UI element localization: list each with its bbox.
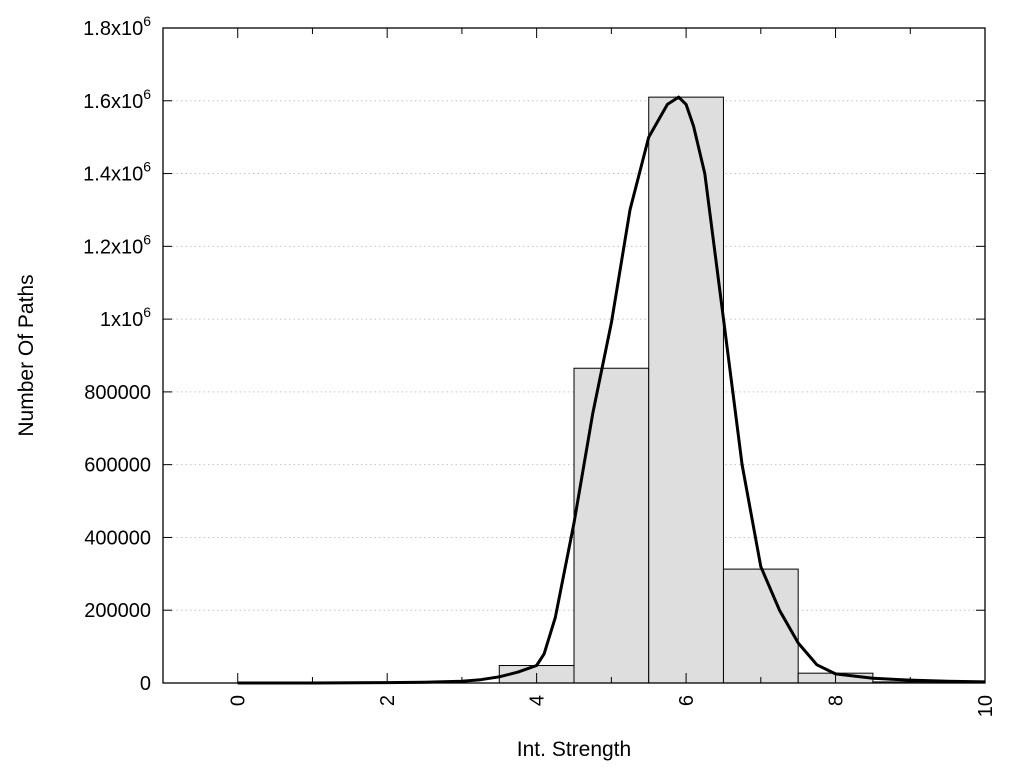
y-tick-label-exponent: 6 [143,86,151,102]
axis-ticks [162,27,986,684]
x-tick-label: 0 [228,695,250,706]
histogram-bar [648,96,724,684]
histogram-bar [573,367,650,684]
y-tick-label-mantissa: 1.4x10 [83,164,143,186]
histogram-bars [498,96,949,684]
y-tick-label-exponent: 6 [143,13,151,29]
y-tick-label-exponent: 6 [143,304,151,320]
fit-curve-line [237,95,986,685]
x-tick-label: 4 [527,695,549,706]
y-tick-label: 400000 [84,527,151,549]
y-tick-label: 0 [140,673,151,695]
y-tick-label: 1.2x106 [83,231,151,258]
x-tick-label: 8 [826,695,848,706]
y-tick-label: 1x106 [100,304,151,331]
y-tick-label-exponent: 6 [143,231,151,247]
y-tick-label-mantissa: 1.2x10 [83,236,143,258]
y-tick-label-exponent: 6 [143,159,151,175]
x-tick-label: 10 [975,695,997,717]
y-tick-label: 1.8x106 [83,13,151,40]
tick-labels: 02000004000006000008000001x1061.2x1061.4… [83,13,997,717]
plot-frame [162,27,986,684]
y-tick-label-mantissa: 1x10 [100,309,143,331]
y-tick-label: 600000 [84,455,151,477]
x-tick-label: 2 [377,695,399,706]
y-tick-label: 800000 [84,382,151,404]
y-tick-label-mantissa: 1.6x10 [83,91,143,113]
x-tick-label: 6 [676,695,698,706]
y-tick-label: 1.6x106 [83,86,151,113]
y-tick-label: 200000 [84,600,151,622]
y-axis-title: Number Of Paths [15,274,38,436]
x-axis-title: Int. Strength [517,738,631,761]
y-tick-label: 1.4x106 [83,159,151,186]
y-tick-label-mantissa: 1.8x10 [83,18,143,40]
